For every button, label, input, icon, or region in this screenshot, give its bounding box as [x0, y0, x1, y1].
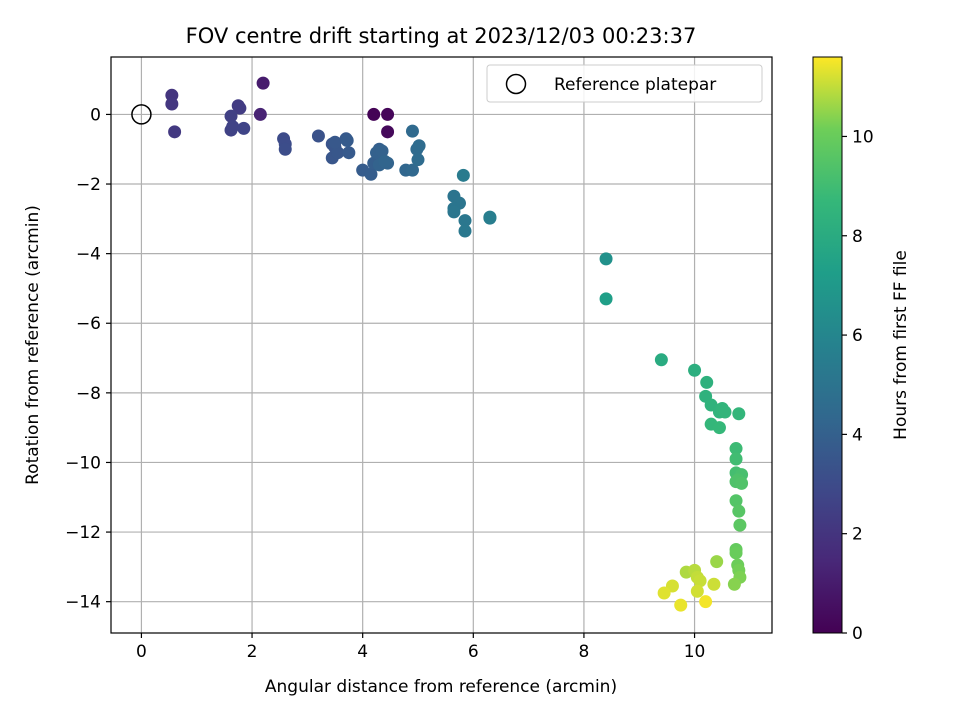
data-point — [599, 292, 613, 306]
data-point — [405, 163, 419, 177]
data-point — [693, 574, 707, 588]
x-axis: 0 2 4 6 8 10 — [136, 633, 705, 662]
colorbar-tick-label: 0 — [852, 624, 863, 644]
legend: Reference platepar — [486, 64, 763, 103]
data-point — [237, 121, 251, 135]
data-point — [311, 129, 325, 143]
data-point — [224, 109, 238, 123]
y-tick-label: −10 — [65, 453, 101, 473]
data-point — [599, 252, 613, 266]
y-axis: 0 −2 −4 −6 −8 −10 −12 −14 — [65, 105, 111, 613]
data-point — [654, 353, 668, 367]
data-point — [458, 214, 472, 228]
data-point — [364, 167, 378, 181]
legend-box — [486, 64, 763, 103]
y-tick-label: −4 — [76, 245, 101, 265]
x-tick-label: 2 — [247, 642, 258, 662]
data-point — [700, 375, 714, 389]
data-point — [458, 224, 472, 238]
data-point — [727, 577, 741, 591]
y-tick-label: −2 — [76, 175, 101, 195]
data-point — [456, 168, 470, 182]
colorbar-tick-label: 4 — [852, 425, 863, 445]
data-point — [732, 407, 746, 421]
data-point — [447, 205, 461, 219]
x-tick-label: 6 — [468, 642, 479, 662]
colorbar-ticks: 0 2 4 6 8 10 — [842, 127, 874, 644]
data-point — [729, 546, 743, 560]
data-point — [690, 584, 704, 598]
data-point — [342, 146, 356, 160]
data-point — [411, 153, 425, 167]
data-point — [729, 442, 743, 456]
data-point — [367, 107, 381, 121]
data-point — [328, 135, 342, 149]
colorbar-gradient — [812, 56, 843, 634]
x-tick-label: 8 — [579, 642, 590, 662]
data-point — [256, 76, 270, 90]
points-layer — [131, 76, 749, 612]
plot-area-frame — [110, 56, 773, 634]
x-tick-label: 4 — [357, 642, 368, 662]
data-point — [375, 144, 389, 158]
data-point — [378, 154, 392, 168]
data-point — [699, 595, 713, 609]
data-point — [253, 107, 267, 121]
data-point — [729, 494, 743, 508]
data-point — [712, 421, 726, 435]
data-point — [340, 134, 354, 148]
y-tick-label: −12 — [65, 523, 101, 543]
colorbar: 0 2 4 6 8 10 Hours from first FF file — [812, 56, 911, 644]
y-tick-label: −6 — [76, 314, 101, 334]
data-point — [381, 107, 395, 121]
colorbar-tick-label: 6 — [852, 326, 863, 346]
data-point — [233, 101, 247, 115]
data-point — [168, 125, 182, 139]
y-axis-label: Rotation from reference (arcmin) — [23, 205, 43, 485]
data-point — [278, 142, 292, 156]
grid — [111, 57, 772, 633]
colorbar-tick-label: 8 — [852, 227, 863, 247]
data-point — [331, 146, 345, 160]
data-point — [729, 452, 743, 466]
chart-title: FOV centre drift starting at 2023/12/03 … — [186, 24, 697, 48]
data-point — [688, 363, 702, 377]
data-point — [226, 120, 240, 134]
data-point — [657, 586, 671, 600]
data-point — [483, 210, 497, 224]
data-point — [381, 125, 395, 139]
y-tick-label: 0 — [90, 105, 101, 125]
legend-entry-reference: Reference platepar — [554, 75, 716, 95]
x-tick-label: 0 — [136, 642, 147, 662]
data-point — [405, 124, 419, 138]
data-point — [732, 504, 746, 518]
data-point — [733, 518, 747, 532]
data-point — [412, 139, 426, 153]
data-point — [707, 577, 721, 591]
x-axis-label: Angular distance from reference (arcmin) — [265, 677, 617, 697]
colorbar-label: Hours from first FF file — [891, 250, 911, 440]
legend-marker-circle — [505, 73, 527, 95]
data-point — [674, 598, 688, 612]
data-point — [735, 476, 749, 490]
y-tick-label: −8 — [76, 384, 101, 404]
x-tick-label: 10 — [684, 642, 706, 662]
reference-platepar-marker — [131, 104, 152, 125]
colorbar-tick-label: 2 — [852, 525, 863, 545]
data-point — [710, 555, 724, 569]
data-point — [718, 405, 732, 419]
colorbar-tick-label: 10 — [852, 127, 874, 147]
data-point — [165, 97, 179, 111]
y-tick-label: −14 — [65, 593, 101, 613]
